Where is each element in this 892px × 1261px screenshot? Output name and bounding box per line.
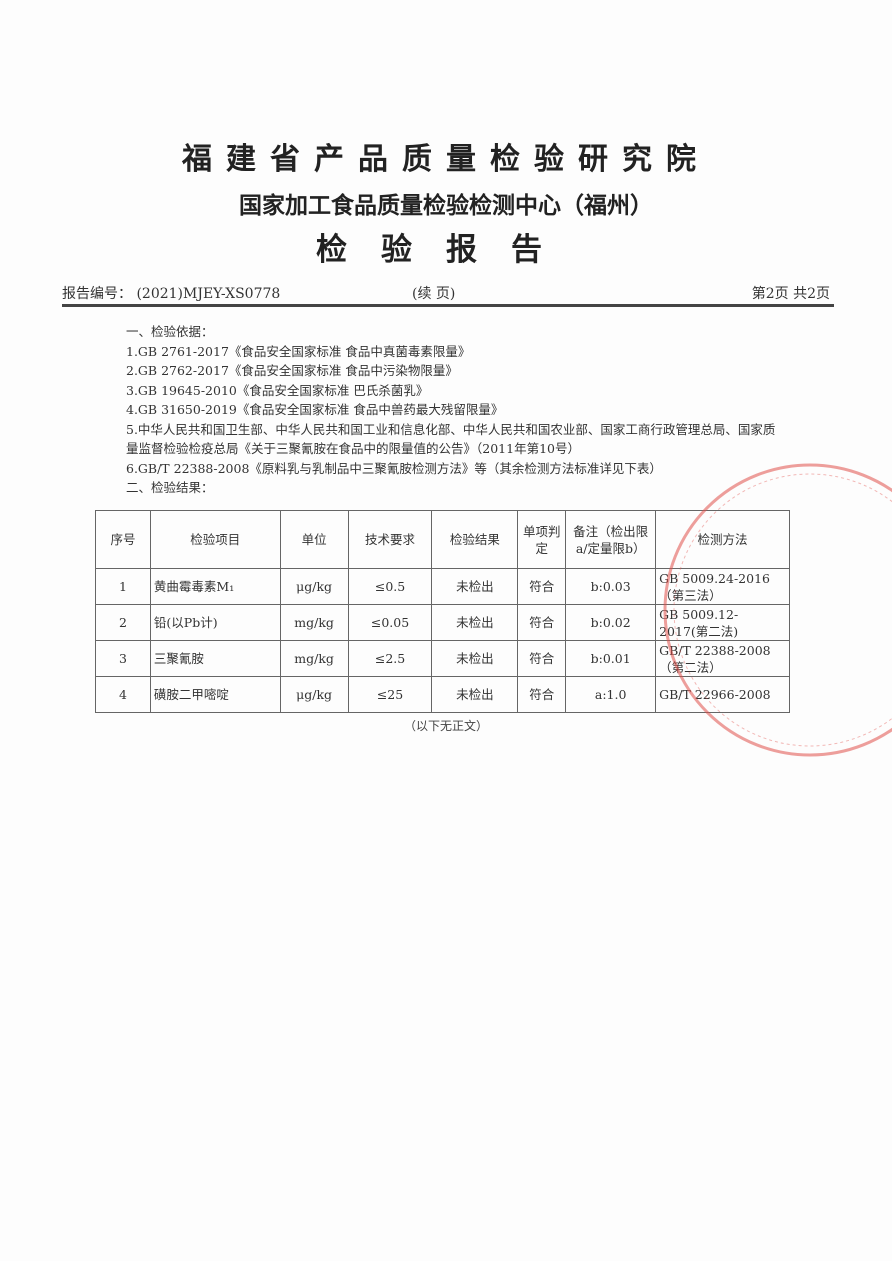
table-cell: 符合 <box>517 676 567 713</box>
table-cell: b:0.02 <box>565 604 657 641</box>
column-header: 检验项目 <box>149 510 281 569</box>
basis-item: 6.GB/T 22388-2008《原料乳与乳制品中三聚氰胺检测方法》等（其余检… <box>126 460 662 476</box>
table-cell: 铅(以Pb计) <box>149 604 281 641</box>
results-heading: 二、检验结果： <box>126 480 214 495</box>
table-cell: ≤25 <box>347 676 433 713</box>
table-cell: 磺胺二甲嘧啶 <box>149 676 281 713</box>
column-header: 序号 <box>95 510 151 569</box>
table-header-row: 序号 检验项目 单位 技术要求 检验结果 单项判定 备注（检出限a/定量限b） 检测方法 <box>95 510 790 569</box>
basis-item: 5.中华人民共和国卫生部、中华人民共和国工业和信息化部、中华人民共和国农业部、国… <box>126 421 776 457</box>
table-cell: GB/T 22966-2008 <box>655 676 790 713</box>
table-cell: 黄曲霉毒素M₁ <box>149 568 281 605</box>
report-number: 报告编号： (2021)MJEY-XS0778 <box>62 283 280 303</box>
table-cell: 符合 <box>517 640 567 677</box>
table-cell: 未检出 <box>431 604 519 641</box>
table-cell: 3 <box>95 640 151 677</box>
table-cell: 三聚氰胺 <box>149 640 281 677</box>
column-header: 检验结果 <box>431 510 519 569</box>
column-header: 技术要求 <box>347 510 433 569</box>
table-cell: 符合 <box>517 568 567 605</box>
table-cell: mg/kg <box>279 604 349 641</box>
doc-title: 检验报告 <box>316 232 576 268</box>
basis-item: 2.GB 2762-2017《食品安全国家标准 食品中污染物限量》 <box>126 363 458 378</box>
table-cell: mg/kg <box>279 640 349 677</box>
basis-item: 1.GB 2761-2017《食品安全国家标准 食品中真菌毒素限量》 <box>126 343 471 359</box>
official-seal <box>663 463 892 757</box>
table-cell: 2 <box>95 604 151 641</box>
results-table: 序号 检验项目 单位 技术要求 检验结果 单项判定 备注（检出限a/定量限b） 检测方法 1 黄曲… <box>95 510 790 713</box>
table-cell: 1 <box>95 568 151 605</box>
seal-ring <box>663 463 892 757</box>
table-row: 1 黄曲霉毒素M₁ μg/kg ≤0.5 未检出 符合 b:0.03 GB 5009.24-2… <box>95 568 790 605</box>
column-header: 单位 <box>279 510 349 569</box>
page-info: 第2页 共2页 <box>751 286 830 302</box>
header-divider <box>62 304 834 307</box>
column-header: 备注（检出限a/定量限b） <box>565 510 657 569</box>
basis-item: 4.GB 31650-2019《食品安全国家标准 食品中兽药最大残留限量》 <box>126 402 504 417</box>
org-title: 福建省产品质量检验研究院 <box>182 142 710 177</box>
seal-inner-ring <box>673 473 892 747</box>
table-cell: ≤2.5 <box>347 640 433 677</box>
table-cell: 未检出 <box>431 568 519 605</box>
inspection-basis: 一、检验依据： 1.GB 2761-2017《食品安全国家标准 食品中真菌毒素限… <box>126 322 786 498</box>
column-header: 单项判定 <box>517 510 567 569</box>
table-cell: 符合 <box>517 604 567 641</box>
report-number-label: 报告编号： <box>62 286 132 302</box>
table-cell: μg/kg <box>279 676 349 713</box>
table-cell: ≤0.5 <box>347 568 433 605</box>
table-cell: b:0.01 <box>565 640 657 677</box>
table-cell: GB 5009.24-2016（第三法） <box>655 568 790 605</box>
table-cell: ≤0.05 <box>347 604 433 641</box>
report-number-value: (2021)MJEY-XS0778 <box>136 286 281 302</box>
table-row: 3 三聚氰胺 mg/kg ≤2.5 未检出 符合 b:0.01 GB/T 22388-2008… <box>95 640 790 677</box>
table-cell: b:0.03 <box>565 568 657 605</box>
table-cell: μg/kg <box>279 568 349 605</box>
table-cell: 未检出 <box>431 676 519 713</box>
basis-item: 3.GB 19645-2010《食品安全国家标准 巴氏杀菌乳》 <box>126 382 429 398</box>
basis-heading: 一、检验依据： <box>126 324 214 339</box>
table-cell: 4 <box>95 676 151 713</box>
center-title: 国家加工食品质量检验检测中心（福州） <box>239 193 653 219</box>
continued-label: (续 页) <box>412 286 456 302</box>
table-cell: a:1.0 <box>565 676 657 713</box>
end-of-text: （以下无正文） <box>403 719 488 733</box>
table-row: 4 磺胺二甲嘧啶 μg/kg ≤25 未检出 符合 a:1.0 GB/T 22966-2008 <box>95 676 790 713</box>
table-cell: 未检出 <box>431 640 519 677</box>
table-cell: GB 5009.12-2017(第二法) <box>655 604 790 641</box>
table-row: 2 铅(以Pb计) mg/kg ≤0.05 未检出 符合 b:0.02 GB 5009.12-… <box>95 604 790 641</box>
